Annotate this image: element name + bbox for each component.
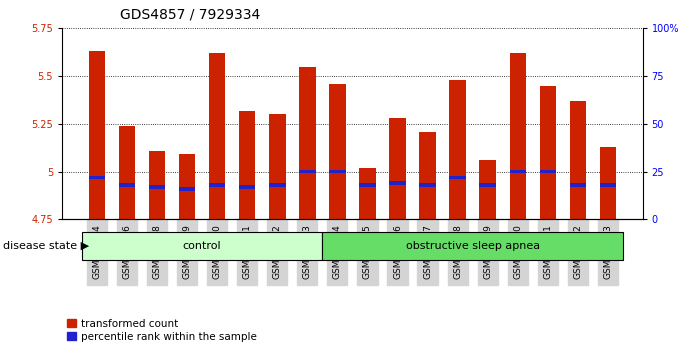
Bar [419, 132, 436, 219]
Text: control: control [182, 241, 221, 251]
Bar [509, 170, 526, 173]
Text: disease state ▶: disease state ▶ [3, 241, 90, 251]
Bar [149, 151, 165, 219]
Bar [88, 176, 105, 179]
Bar [179, 154, 196, 219]
Bar [322, 232, 623, 260]
Bar [600, 147, 616, 219]
Bar [509, 53, 526, 219]
Bar [299, 170, 316, 173]
Bar [569, 183, 586, 187]
Bar [359, 168, 376, 219]
Bar [540, 170, 556, 173]
Bar [449, 80, 466, 219]
Bar [329, 84, 346, 219]
Bar [389, 118, 406, 219]
Bar [600, 183, 616, 187]
Bar [359, 183, 376, 187]
Bar [239, 110, 256, 219]
Bar [449, 176, 466, 179]
Bar [119, 126, 135, 219]
Text: obstructive sleep apnea: obstructive sleep apnea [406, 241, 540, 251]
Bar [88, 51, 105, 219]
Bar [419, 183, 436, 187]
Bar [540, 86, 556, 219]
Bar [329, 170, 346, 173]
Bar [209, 183, 225, 187]
Legend: transformed count, percentile rank within the sample: transformed count, percentile rank withi… [68, 319, 257, 342]
Bar [209, 53, 225, 219]
Bar [82, 232, 322, 260]
Bar [149, 185, 165, 189]
Text: GDS4857 / 7929334: GDS4857 / 7929334 [120, 8, 261, 22]
Bar [269, 114, 285, 219]
Bar [569, 101, 586, 219]
Bar [480, 160, 496, 219]
Bar [119, 183, 135, 187]
Bar [480, 183, 496, 187]
Bar [179, 187, 196, 190]
Bar [269, 183, 285, 187]
Bar [239, 185, 256, 189]
Bar [299, 67, 316, 219]
Bar [389, 182, 406, 185]
